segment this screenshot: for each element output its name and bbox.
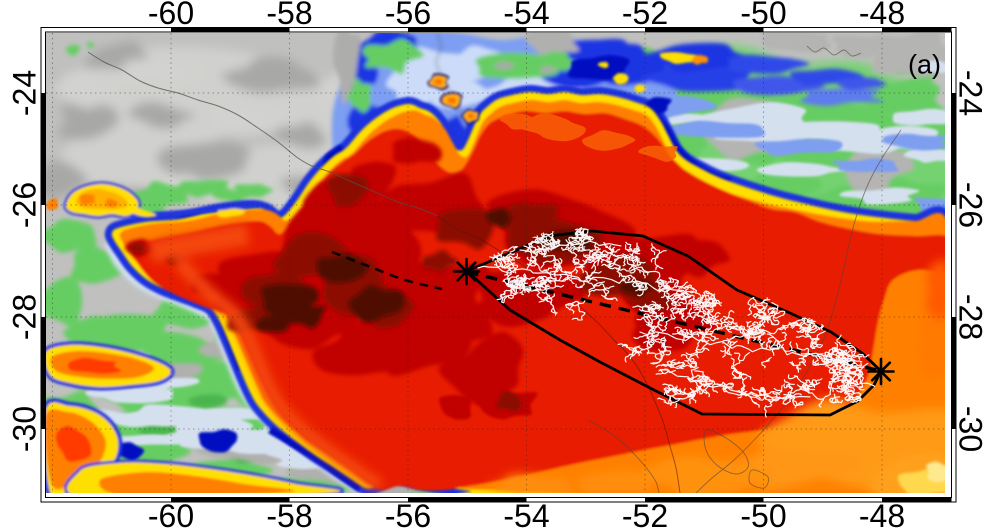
svg-text:-56: -56 — [385, 0, 431, 31]
svg-text:-28: -28 — [953, 294, 989, 340]
svg-text:-30: -30 — [953, 406, 989, 452]
svg-text:-52: -52 — [622, 498, 668, 532]
svg-text:-58: -58 — [266, 498, 312, 532]
svg-text:-54: -54 — [503, 0, 549, 31]
svg-text:-56: -56 — [385, 498, 431, 532]
svg-text:-30: -30 — [7, 406, 43, 452]
svg-text:-24: -24 — [7, 70, 43, 116]
svg-text:-50: -50 — [740, 0, 786, 31]
svg-text:-52: -52 — [622, 0, 668, 31]
svg-text:-28: -28 — [7, 294, 43, 340]
svg-text:-26: -26 — [7, 182, 43, 228]
svg-text:-60: -60 — [148, 0, 194, 31]
svg-text:-24: -24 — [953, 70, 989, 116]
svg-text:-58: -58 — [266, 0, 312, 31]
svg-text:-48: -48 — [859, 498, 905, 532]
svg-text:-48: -48 — [859, 0, 905, 31]
svg-text:-60: -60 — [148, 498, 194, 532]
svg-text:-54: -54 — [503, 498, 549, 532]
svg-text:-50: -50 — [740, 498, 786, 532]
svg-text:-26: -26 — [953, 182, 989, 228]
svg-text:(a): (a) — [908, 50, 941, 80]
